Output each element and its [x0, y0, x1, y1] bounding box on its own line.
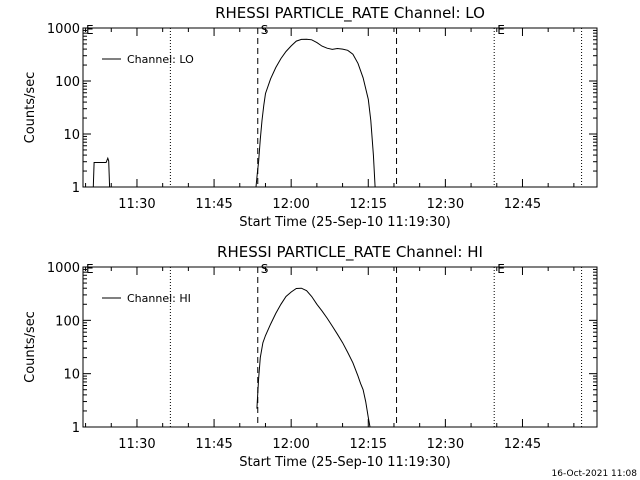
plot-frame	[82, 27, 598, 188]
x-tick-label: 11:30	[118, 437, 155, 452]
y-tick-label: 100	[55, 75, 80, 90]
legend-entry: Channel: LO	[127, 53, 194, 66]
y-tick-label: 1000	[47, 261, 80, 276]
x-tick-label: 12:00	[272, 197, 309, 212]
chart-title: RHESSI PARTICLE_RATE Channel: HI	[217, 243, 483, 262]
y-tick-label: 10	[63, 368, 80, 383]
x-tick-label: 11:45	[195, 197, 232, 212]
time-marker-label: S	[261, 262, 269, 276]
chart-panel-2: RHESSI PARTICLE_RATE Channel: HI 1 10 100 10…	[23, 243, 598, 470]
y-axis-label: Counts/sec	[23, 311, 38, 383]
series-line-1-segment-1	[256, 287, 371, 428]
x-tick-label: 12:30	[427, 437, 464, 452]
x-axis-label: Start Time (25-Sep-10 11:19:30)	[239, 455, 450, 470]
y-tick-label: 1	[72, 421, 80, 436]
time-marker-label: E	[86, 23, 94, 37]
legend-entry: Channel: HI	[127, 292, 191, 305]
time-marker-label: E	[497, 262, 505, 276]
x-tick-label: 12:30	[427, 197, 464, 212]
plot-frame	[82, 266, 598, 428]
time-marker-label: E	[86, 262, 94, 276]
y-tick-label: 1	[72, 181, 80, 196]
series-line-1-segment-1	[92, 156, 111, 188]
time-marker-label: E	[497, 23, 505, 37]
x-tick-label: 12:45	[504, 197, 541, 212]
chart-panel-1: RHESSI PARTICLE_RATE Channel: LO 1 10 100 10…	[23, 4, 598, 230]
footer-timestamp: 16-Oct-2021 11:08	[552, 469, 638, 479]
y-tick-label: 10	[63, 128, 80, 143]
y-tick-label: 100	[55, 314, 80, 329]
x-axis-label: Start Time (25-Sep-10 11:19:30)	[239, 215, 450, 230]
series-line-1-segment-2	[255, 38, 376, 188]
time-marker-label: S	[261, 23, 269, 37]
y-tick-label: 1000	[47, 22, 80, 37]
x-tick-label: 12:15	[350, 197, 387, 212]
x-tick-label: 12:15	[350, 437, 387, 452]
x-tick-label: 11:45	[195, 437, 232, 452]
x-tick-label: 12:00	[272, 437, 309, 452]
x-tick-label: 11:30	[118, 197, 155, 212]
x-tick-label: 12:45	[504, 437, 541, 452]
y-axis-label: Counts/sec	[23, 72, 38, 144]
chart-title: RHESSI PARTICLE_RATE Channel: LO	[215, 4, 485, 23]
